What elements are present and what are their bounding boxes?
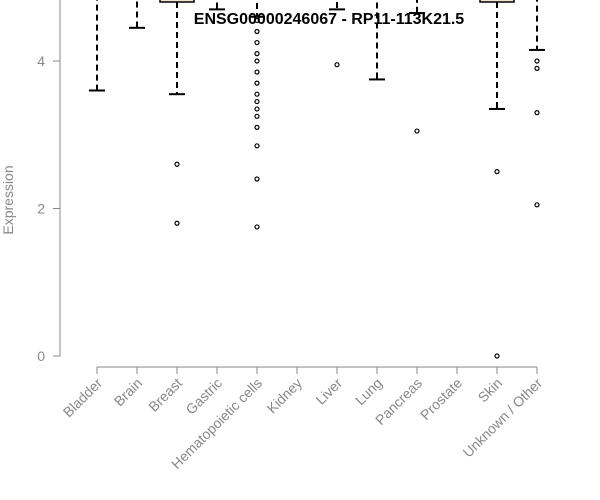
y-axis-label: Expression xyxy=(0,165,16,234)
outlier-point xyxy=(534,110,540,116)
outlier-point xyxy=(254,69,260,75)
outlier-point xyxy=(254,124,260,130)
box-group-liver xyxy=(329,0,345,68)
outlier-point xyxy=(254,80,260,86)
outlier-point xyxy=(254,143,260,149)
outlier-point xyxy=(254,91,260,97)
box-group-lung xyxy=(369,0,385,81)
outlier-point xyxy=(254,176,260,182)
outlier-point xyxy=(254,28,260,35)
box-group-skin xyxy=(479,0,515,359)
x-tick-label: Bladder xyxy=(60,375,106,421)
box xyxy=(159,0,195,3)
box-group-bladder xyxy=(89,0,105,92)
outlier-point xyxy=(254,17,260,24)
box-group-unknown-other xyxy=(529,0,545,208)
x-tick-label: Breast xyxy=(145,375,185,415)
outlier-point xyxy=(254,224,260,230)
x-tick-label: Lung xyxy=(352,375,385,408)
outlier-point xyxy=(254,98,260,105)
box xyxy=(479,0,515,3)
x-tick-label: Prostate xyxy=(417,375,465,423)
y-tick-label: 2 xyxy=(37,201,45,217)
outlier-point xyxy=(494,169,500,175)
box-group-hematopoietic-cells xyxy=(249,0,265,230)
x-tick-label: Liver xyxy=(312,375,345,408)
y-axis: 02468 xyxy=(37,0,61,364)
y-tick-label: 0 xyxy=(37,348,45,364)
outlier-point xyxy=(254,106,260,112)
chart-title: ENSG00000246067 - RP11-113K21.5 xyxy=(194,11,465,28)
plot-area xyxy=(89,0,545,359)
outlier-point xyxy=(534,202,540,208)
x-tick-label: Kidney xyxy=(264,375,306,417)
outlier-point xyxy=(174,161,180,167)
outlier-point xyxy=(414,128,420,134)
outlier-point xyxy=(494,353,500,359)
x-tick-label: Brain xyxy=(111,375,145,409)
outlier-point xyxy=(174,220,180,226)
outlier-point xyxy=(334,62,340,68)
outlier-point xyxy=(534,65,540,71)
box-group-gastric xyxy=(209,0,225,11)
box-group-pancreas xyxy=(409,0,425,134)
x-tick-label: Skin xyxy=(475,375,506,406)
box-group-breast xyxy=(159,0,195,226)
y-tick-label: 4 xyxy=(37,53,45,69)
outlier-point xyxy=(254,51,260,57)
outlier-point xyxy=(254,58,260,64)
outlier-point xyxy=(534,58,540,64)
outlier-point xyxy=(254,39,260,46)
outlier-point xyxy=(254,113,260,119)
box-group-brain xyxy=(129,0,145,29)
